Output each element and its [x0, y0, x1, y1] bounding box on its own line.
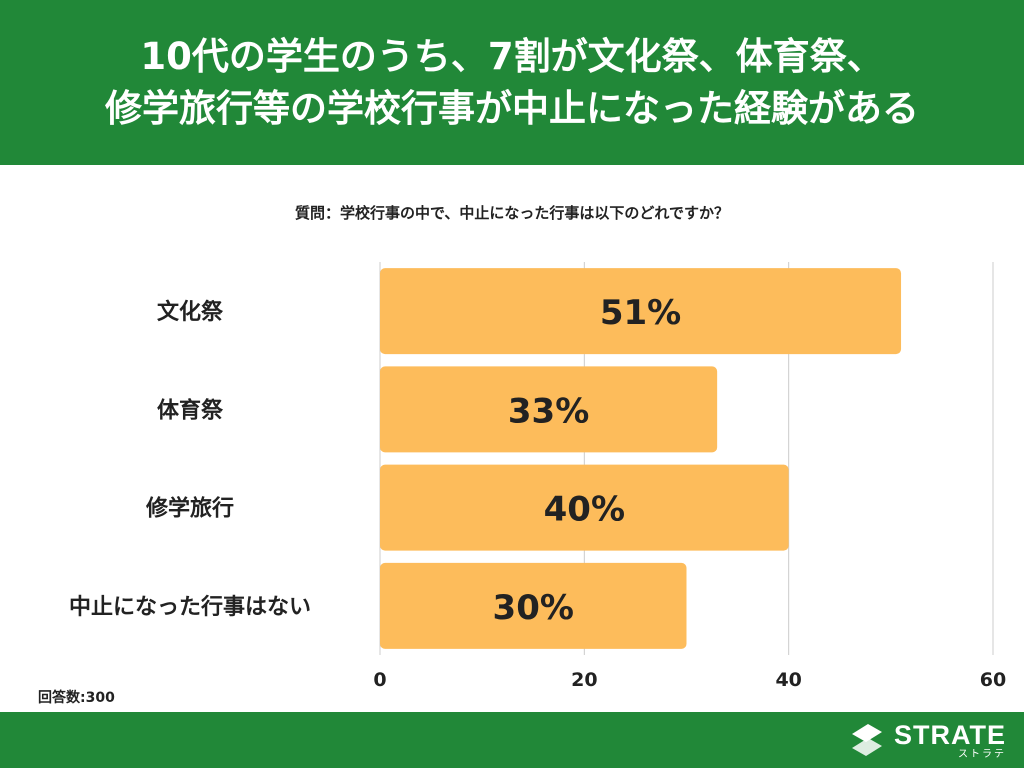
bar-value-label: 51%	[600, 293, 681, 333]
title-line-2: 修学旅行等の学校行事が中止になった経験がある	[105, 86, 919, 130]
category-label: 中止になった行事はない	[69, 594, 311, 620]
bar	[380, 464, 789, 551]
bar-chart: 0 20 40 60 51% 文化祭 33% 体育祭 40% 修学旅行 30% 中止になった行事はない	[69, 262, 1006, 691]
bar-value-label: 40%	[544, 490, 625, 530]
footer-bar	[0, 712, 1024, 768]
bar-value-label: 33%	[508, 391, 589, 431]
logo-subtext: ストラテ	[958, 748, 1006, 760]
title-line-1: 10代の学生のうち、7割が文化祭、体育祭、	[140, 34, 884, 78]
x-tick-label: 40	[775, 669, 801, 691]
x-tick-label: 60	[980, 669, 1006, 691]
question-text: 質問：学校行事の中で、中止になった行事は以下のどれですか？	[295, 204, 729, 222]
logo-wordmark: STRATE	[894, 719, 1006, 750]
x-tick-label: 0	[373, 669, 386, 691]
category-label: 体育祭	[157, 397, 224, 423]
bar	[380, 268, 902, 355]
strate-logo-icon	[852, 724, 882, 756]
bar-value-label: 30%	[493, 588, 574, 628]
category-label: 修学旅行	[145, 496, 234, 522]
category-label: 文化祭	[157, 299, 224, 325]
x-tick-label: 20	[571, 669, 597, 691]
bar	[380, 366, 718, 453]
bar	[380, 562, 687, 649]
response-count: 回答数:300	[38, 690, 115, 706]
title-banner: 10代の学生のうち、7割が文化祭、体育祭、 修学旅行等の学校行事が中止になった経…	[0, 0, 1024, 165]
strate-logo: STRATE ストラテ	[848, 716, 1006, 764]
